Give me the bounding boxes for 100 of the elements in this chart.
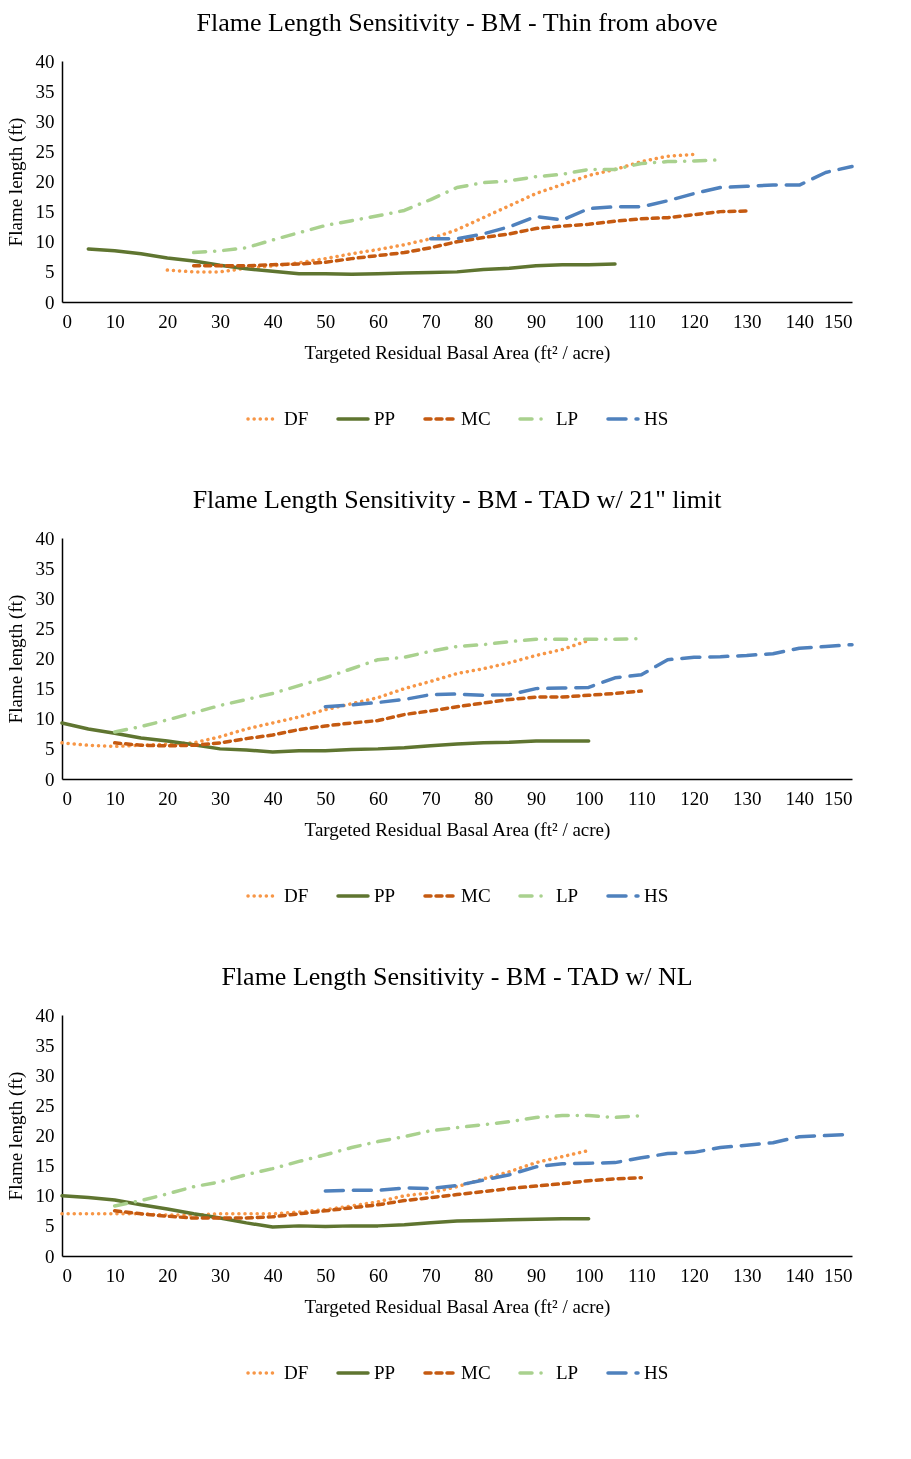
line-series <box>112 689 644 748</box>
chart-title: Flame Length Sensitivity - BM - TAD w/ 21" limit <box>192 485 723 514</box>
x-tick-label: 110 <box>627 310 656 332</box>
x-tick-label: 130 <box>732 787 762 809</box>
x-tick-label: 20 <box>158 787 178 809</box>
x-tick-label: 110 <box>627 787 656 809</box>
y-tick-label: 0 <box>45 1245 55 1267</box>
x-tick-label: 30 <box>211 310 230 332</box>
y-axis-title: Flame length (ft) <box>4 1071 27 1201</box>
y-tick-label: 5 <box>45 738 55 760</box>
legend-label: HS <box>644 1362 669 1383</box>
y-tick-label: 10 <box>35 1185 55 1207</box>
x-tick-label: 120 <box>680 310 709 332</box>
x-tick-label: 100 <box>574 310 604 332</box>
x-tick-label: 140 <box>785 1264 815 1286</box>
legend-label: LP <box>556 885 579 906</box>
y-tick-label: 35 <box>35 557 55 579</box>
x-tick-label: 20 <box>158 1264 178 1286</box>
x-tick-label: 140 <box>785 787 815 809</box>
legend-label: HS <box>644 408 669 429</box>
line-series <box>112 1175 644 1220</box>
y-tick-label: 10 <box>35 708 55 730</box>
x-tick-label: 10 <box>105 310 125 332</box>
y-tick-label: 20 <box>35 171 55 192</box>
y-tick-label: 20 <box>35 1125 55 1146</box>
x-tick-label: 120 <box>680 1264 709 1286</box>
legend-label: HS <box>644 885 669 906</box>
x-tick-label: 90 <box>527 1264 546 1286</box>
x-tick-label: 70 <box>421 310 441 332</box>
x-tick-label: 100 <box>574 787 604 809</box>
y-tick-label: 5 <box>45 1215 55 1237</box>
x-tick-label: 60 <box>369 787 388 809</box>
y-tick-label: 25 <box>35 617 55 639</box>
line-series <box>191 209 749 268</box>
legend-label: PP <box>374 408 396 429</box>
x-tick-label: 90 <box>527 787 546 809</box>
chart-title: Flame Length Sensitivity - BM - TAD w/ NL <box>221 962 693 991</box>
x-axis-title: Targeted Residual Basal Area (ft² / acre) <box>304 818 611 841</box>
legend-label: MC <box>461 1362 491 1383</box>
y-tick-label: 40 <box>35 50 55 72</box>
x-axis-title: Targeted Residual Basal Area (ft² / acre) <box>304 341 611 364</box>
legend-label: MC <box>461 885 491 906</box>
y-tick-label: 25 <box>35 1094 55 1116</box>
legend-label: DF <box>284 408 309 429</box>
legend-label: DF <box>284 1362 309 1383</box>
line-series <box>165 152 696 274</box>
x-tick-label: 30 <box>211 787 230 809</box>
x-tick-label: 0 <box>62 310 72 332</box>
x-tick-label: 120 <box>680 787 709 809</box>
y-tick-label: 0 <box>45 768 55 790</box>
x-tick-label: 140 <box>785 310 815 332</box>
y-tick-label: 5 <box>45 261 55 283</box>
x-tick-label: 60 <box>369 1264 388 1286</box>
y-tick-label: 15 <box>35 1155 55 1177</box>
x-tick-label: 150 <box>824 787 853 809</box>
y-tick-label: 15 <box>35 678 55 700</box>
x-axis-title: Targeted Residual Basal Area (ft² / acre) <box>304 1295 611 1318</box>
x-tick-label: 0 <box>62 1264 72 1286</box>
x-tick-label: 90 <box>527 310 546 332</box>
x-tick-label: 150 <box>824 1264 853 1286</box>
y-tick-label: 0 <box>45 291 55 313</box>
x-tick-label: 80 <box>474 310 494 332</box>
x-tick-label: 150 <box>824 310 853 332</box>
y-tick-label: 30 <box>35 110 55 132</box>
y-tick-label: 25 <box>35 140 55 162</box>
x-tick-label: 80 <box>474 787 494 809</box>
line-series <box>428 164 854 241</box>
y-tick-label: 20 <box>35 648 55 669</box>
y-tick-label: 15 <box>35 201 55 223</box>
x-tick-label: 40 <box>263 1264 283 1286</box>
line-series <box>60 1194 591 1229</box>
legend-label: PP <box>374 1362 396 1383</box>
legend-label: LP <box>556 408 579 429</box>
x-tick-label: 80 <box>474 1264 494 1286</box>
x-tick-label: 30 <box>211 1264 230 1286</box>
x-tick-label: 40 <box>263 310 283 332</box>
chart-title: Flame Length Sensitivity - BM - Thin from above <box>196 8 718 37</box>
y-tick-label: 30 <box>35 587 55 609</box>
line-series <box>60 721 591 754</box>
x-tick-label: 20 <box>158 310 178 332</box>
x-tick-label: 70 <box>421 787 441 809</box>
y-tick-label: 40 <box>35 527 55 549</box>
x-tick-label: 10 <box>105 787 125 809</box>
x-tick-label: 50 <box>316 1264 336 1286</box>
legend-label: LP <box>556 1362 579 1383</box>
y-axis-title: Flame length (ft) <box>4 594 27 724</box>
x-tick-label: 50 <box>316 310 336 332</box>
x-tick-label: 110 <box>627 1264 656 1286</box>
x-tick-label: 0 <box>62 787 72 809</box>
x-tick-label: 130 <box>732 1264 762 1286</box>
x-tick-label: 130 <box>732 310 762 332</box>
x-tick-label: 70 <box>421 1264 441 1286</box>
legend-label: MC <box>461 408 491 429</box>
x-tick-label: 60 <box>369 310 388 332</box>
legend-label: PP <box>374 885 396 906</box>
x-tick-label: 100 <box>574 1264 604 1286</box>
line-series <box>323 642 854 709</box>
y-tick-label: 40 <box>35 1004 55 1026</box>
y-tick-label: 10 <box>35 231 55 253</box>
y-axis-title: Flame length (ft) <box>4 117 27 247</box>
